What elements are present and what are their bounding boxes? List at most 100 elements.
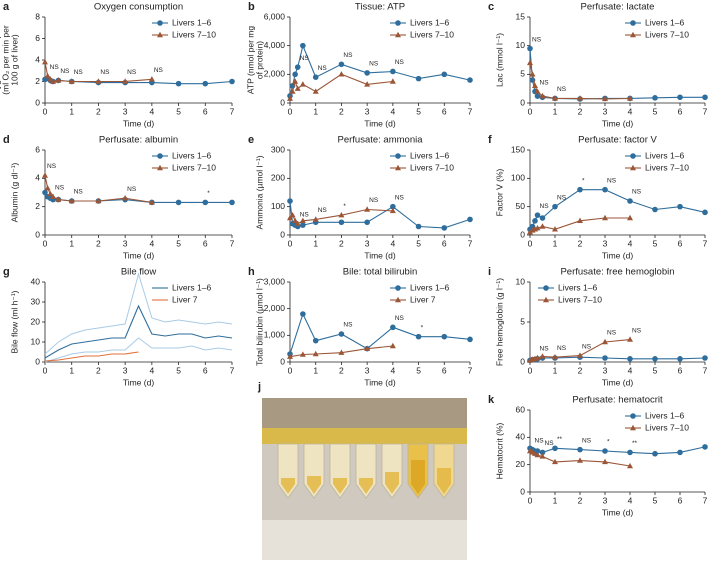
panel-letter: j [257, 381, 261, 393]
panel-letter: g [3, 266, 10, 278]
data-point [175, 199, 182, 206]
y-tick-label: 150 [511, 144, 525, 154]
x-tick-label: 4 [628, 106, 633, 116]
legend-label: Livers 1–6 [645, 150, 684, 160]
data-point [577, 446, 583, 453]
data-point [312, 216, 319, 222]
x-axis-label: Time (d) [602, 507, 633, 517]
legend-marker [157, 153, 163, 159]
legend-label: Livers 1–6 [558, 282, 597, 292]
data-point [47, 76, 54, 82]
x-tick-label: 2 [339, 365, 344, 375]
data-point [529, 223, 536, 230]
data-point [602, 338, 608, 345]
y-tick-label: 2,000 [264, 303, 286, 313]
x-tick-label: 3 [365, 238, 370, 248]
data-point [577, 95, 583, 101]
data-point [532, 82, 538, 88]
data-point [652, 95, 658, 101]
series-line [44, 304, 233, 359]
data-point [652, 206, 658, 213]
panel-letter: k [488, 394, 495, 406]
tube-contents [281, 460, 451, 494]
x-tick-label: 4 [390, 238, 395, 248]
x-tick-label: 3 [603, 238, 608, 248]
legend-label: Livers 7–10 [558, 294, 602, 304]
legend-marker [395, 31, 401, 38]
data-point [44, 185, 51, 191]
significance-label: NS [74, 69, 84, 76]
y-tick-label: 6 [35, 144, 40, 154]
x-tick-label: 1 [553, 106, 558, 116]
data-point [292, 217, 299, 224]
data-point [122, 194, 129, 201]
legend-label: Livers 1–6 [410, 282, 449, 292]
y-axis-label: Albumin (g dl⁻¹) [9, 162, 19, 222]
panel-letter: a [3, 1, 10, 13]
data-point [677, 203, 683, 210]
data-point [627, 198, 633, 204]
significance-label: NS [532, 36, 542, 43]
legend-marker [630, 413, 636, 419]
data-point [677, 449, 683, 456]
y-axis-label: Bile flow (ml h⁻¹) [9, 290, 19, 353]
x-tick-label: 1 [69, 106, 74, 116]
legend-label: Livers 1–6 [645, 410, 684, 420]
x-tick-label: 3 [603, 106, 608, 116]
significance-label: NS [369, 197, 379, 204]
significance-label: NS [607, 177, 617, 184]
y-tick-label: 0 [280, 97, 285, 107]
x-tick-label: 0 [288, 106, 293, 116]
data-point [44, 72, 51, 79]
y-tick-label: 10 [516, 40, 526, 50]
y-tick-label: 6,000 [264, 11, 286, 21]
legend-marker [395, 285, 401, 291]
y-tick-label: 50 [516, 201, 526, 211]
data-point [577, 457, 583, 463]
legend-marker [630, 164, 636, 171]
data-point [534, 354, 541, 361]
data-point [702, 355, 708, 361]
y-tick-label: 0 [520, 97, 525, 107]
y-tick-label: 10 [31, 336, 41, 346]
x-tick-label: 0 [288, 365, 293, 375]
data-point [95, 197, 102, 204]
significance-label: NS [535, 437, 545, 444]
series-line [289, 312, 471, 355]
data-point [527, 45, 533, 52]
y-tick-label: 8 [35, 11, 40, 21]
y-tick-label: 4 [35, 54, 40, 64]
significance-label: NS [60, 68, 70, 75]
data-point [294, 220, 301, 226]
chart-title: Tissue: ATP [355, 2, 405, 13]
chart-title: Bile flow [121, 267, 157, 278]
x-tick-label: 7 [703, 106, 708, 116]
significance-label: * [207, 190, 210, 197]
data-point [534, 448, 541, 454]
data-point [338, 219, 345, 226]
significance-label: * [343, 203, 346, 210]
y-tick-label: 100 [511, 173, 525, 183]
data-point [390, 68, 396, 75]
legend-label: Liver 7 [410, 294, 436, 304]
data-point [627, 214, 633, 221]
y-axis-label: 100 g of liver) [9, 34, 19, 86]
chart-title: Oxygen consumption [94, 2, 183, 13]
x-tick-label: 7 [468, 365, 473, 375]
x-tick-label: 6 [442, 365, 447, 375]
y-tick-label: 10 [516, 276, 526, 286]
data-point [312, 350, 319, 357]
data-point [390, 324, 396, 331]
legend-label: Livers 7–10 [645, 29, 689, 39]
data-point [539, 353, 546, 359]
data-point [652, 356, 658, 362]
data-point [441, 225, 448, 231]
x-axis-label: Time (d) [123, 250, 154, 260]
x-tick-label: 5 [653, 495, 658, 505]
legend-label: Livers 7–10 [410, 29, 454, 39]
y-axis-label: Total bilirubin (µmol l⁻¹) [254, 278, 264, 366]
significance-label: ** [632, 440, 638, 447]
x-tick-label: 0 [528, 106, 533, 116]
legend-label: Livers 1–6 [410, 17, 449, 27]
